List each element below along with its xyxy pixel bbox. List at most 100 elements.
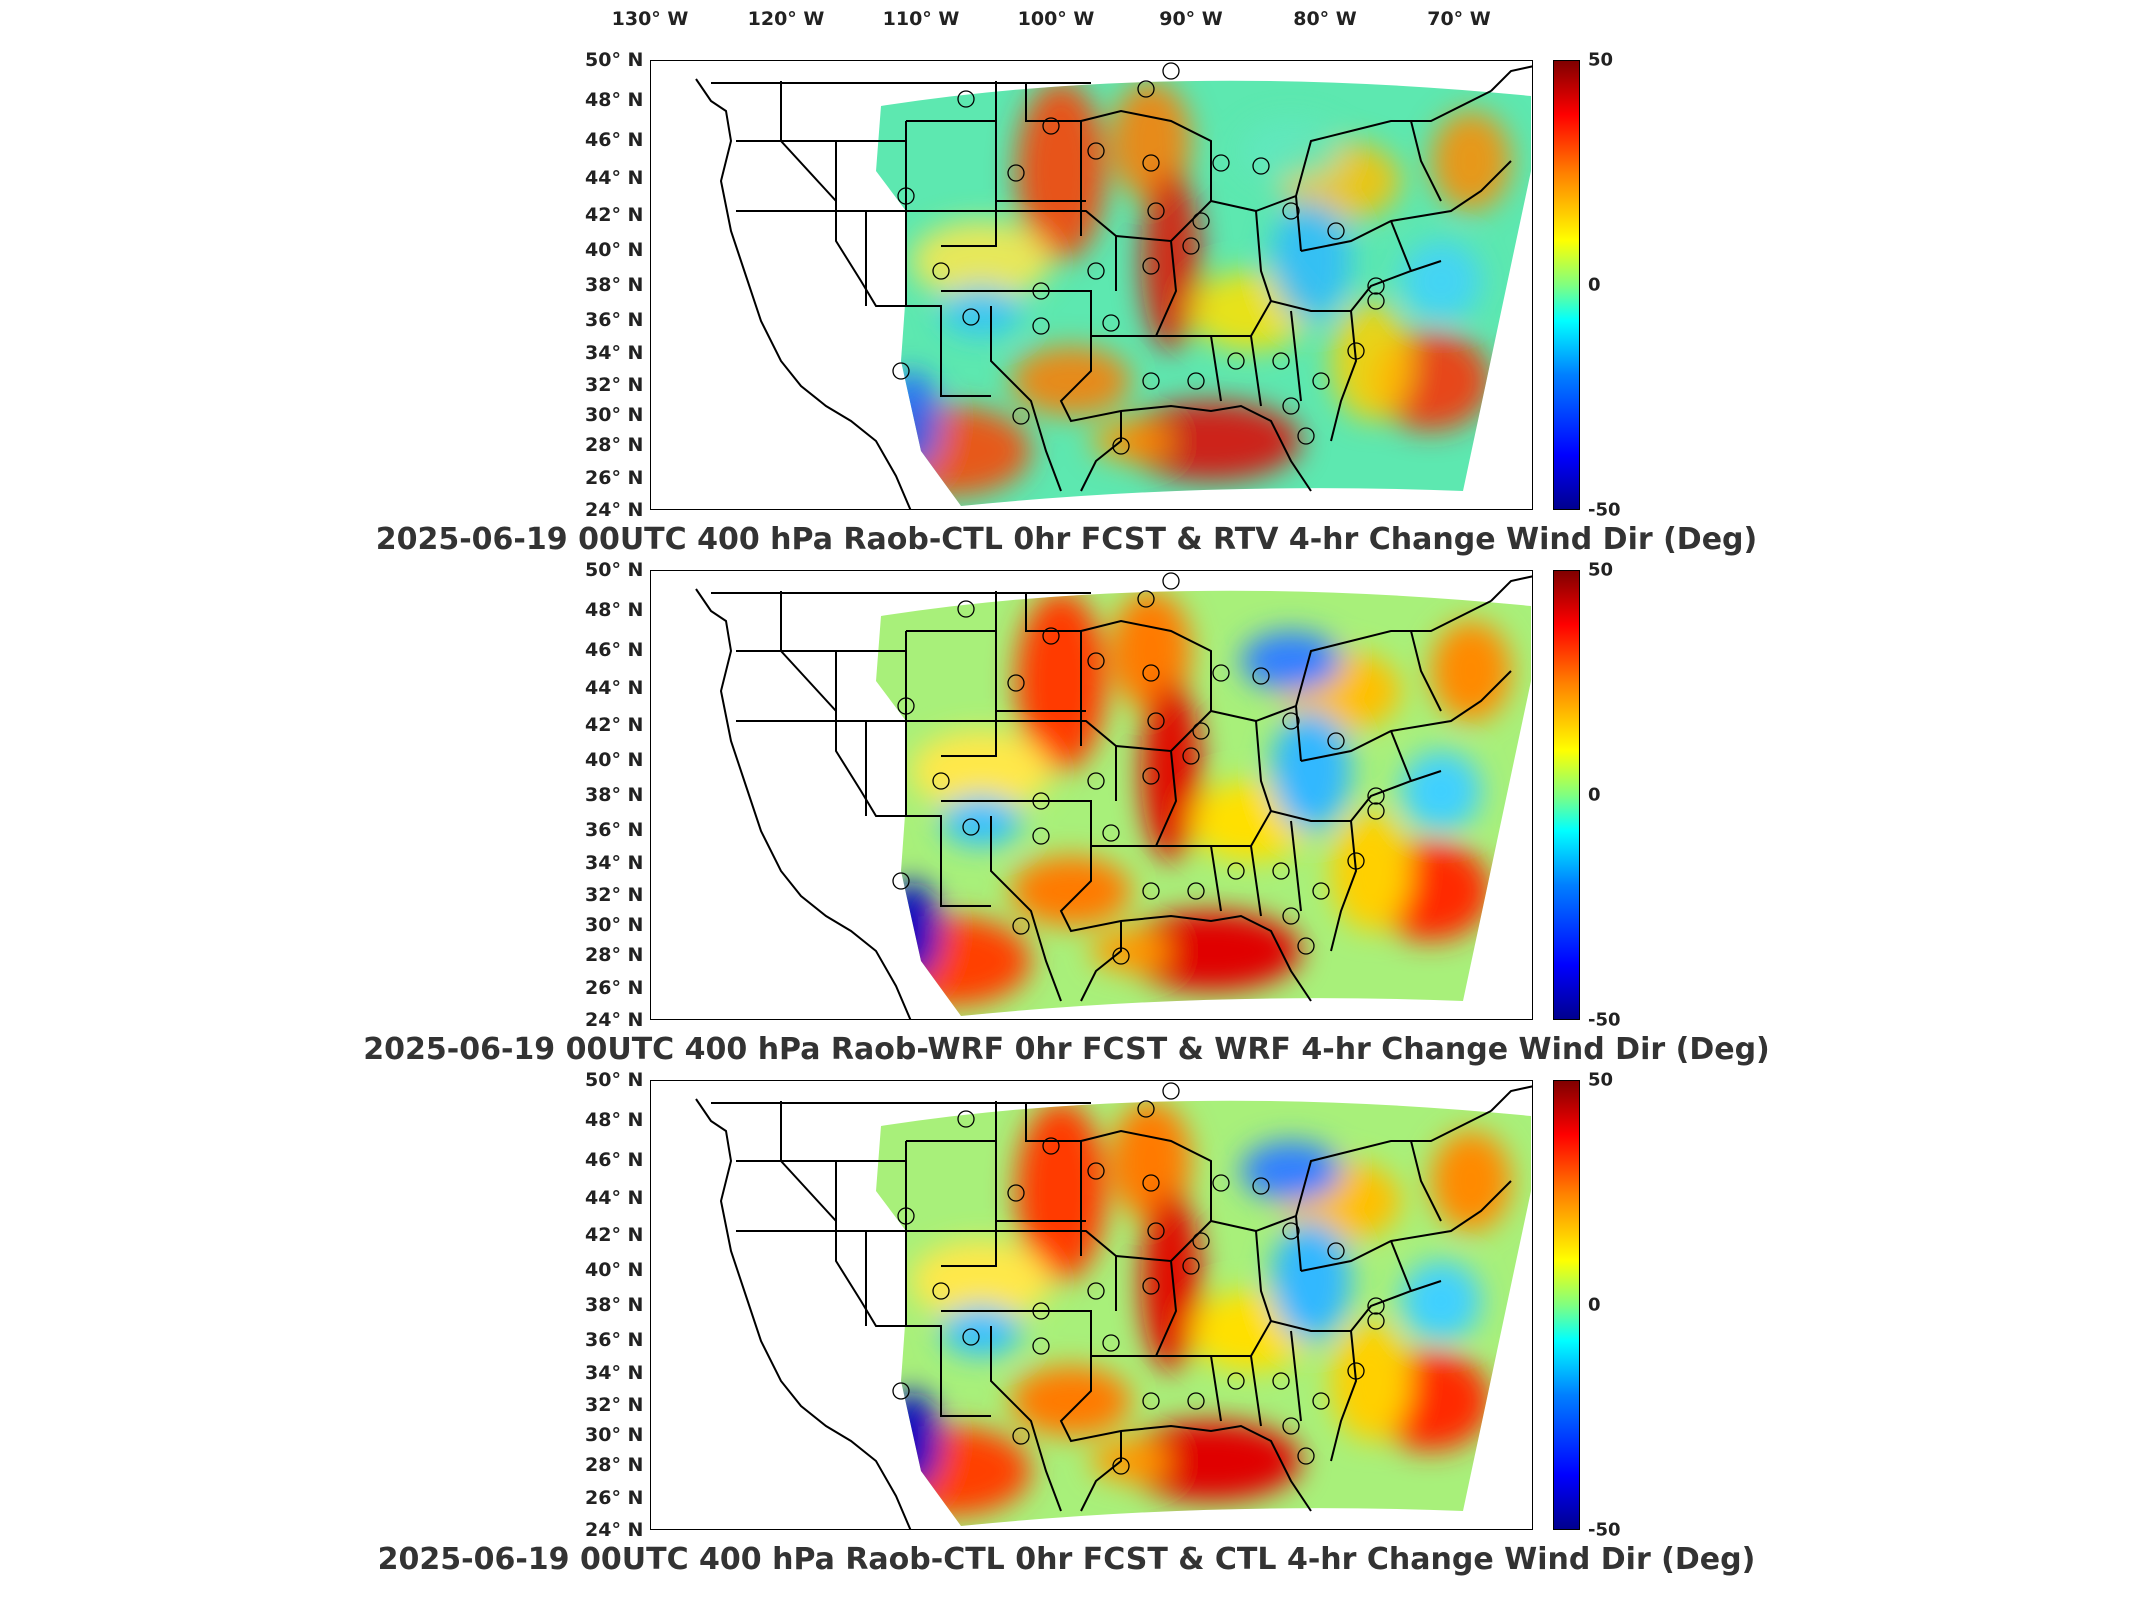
raob-station-marker <box>1282 907 1300 925</box>
raob-station-marker <box>1102 314 1120 332</box>
lat-label: 48° N <box>585 89 644 111</box>
raob-station-marker <box>897 187 915 205</box>
raob-station-marker <box>932 1282 950 1300</box>
lon-label: 70° W <box>1427 8 1491 30</box>
raob-station-marker <box>1367 1312 1385 1330</box>
raob-station-marker <box>1012 917 1030 935</box>
raob-station-marker <box>1297 1447 1315 1465</box>
raob-station-marker <box>1162 62 1180 80</box>
colorbar-tick-label: -50 <box>1588 499 1621 521</box>
lat-label: 26° N <box>585 467 644 489</box>
state-boundaries <box>695 1085 1532 1529</box>
raob-station-marker <box>1312 1392 1330 1410</box>
raob-station-marker <box>1347 1362 1365 1380</box>
raob-station-marker <box>1032 792 1050 810</box>
raob-station-marker <box>1142 664 1160 682</box>
lat-label: 46° N <box>585 1149 644 1171</box>
raob-station-marker <box>1007 674 1025 692</box>
raob-station-marker <box>1102 1334 1120 1352</box>
raob-station-marker <box>1282 397 1300 415</box>
raob-station-marker <box>1282 202 1300 220</box>
wind-change-field <box>876 590 1531 1016</box>
colorbar-tick-label: -50 <box>1588 1519 1621 1541</box>
lat-label: 32° N <box>585 1394 644 1416</box>
lat-label: 40° N <box>585 1259 644 1281</box>
lon-label: 100° W <box>1017 8 1095 30</box>
raob-station-marker <box>1367 802 1385 820</box>
raob-station-marker <box>1112 1457 1130 1475</box>
raob-station-marker <box>1252 667 1270 685</box>
raob-station-marker <box>1012 1427 1030 1445</box>
lat-label: 38° N <box>585 784 644 806</box>
raob-station-marker <box>1142 882 1160 900</box>
wind-direction-map <box>695 1082 1532 1529</box>
raob-station-marker <box>1142 257 1160 275</box>
lon-label: 80° W <box>1293 8 1357 30</box>
raob-station-marker <box>1347 852 1365 870</box>
lat-label: 28° N <box>585 944 644 966</box>
raob-station-marker <box>1367 787 1385 805</box>
lat-label: 28° N <box>585 1454 644 1476</box>
raob-station-marker <box>1252 157 1270 175</box>
raob-station-marker <box>1137 80 1155 98</box>
colorbar-tick-label: 0 <box>1588 784 1601 806</box>
lon-label: 110° W <box>882 8 960 30</box>
longitude-axis: 130° W 120° W 110° W 100° W 90° W 80° W … <box>0 8 2133 38</box>
lat-label: 26° N <box>585 1487 644 1509</box>
colorbar <box>1553 60 1580 510</box>
raob-station-marker <box>1272 862 1290 880</box>
raob-station-marker <box>962 1328 980 1346</box>
raob-station-marker <box>932 772 950 790</box>
raob-station-marker <box>1087 262 1105 280</box>
raob-station-marker <box>1042 627 1060 645</box>
raob-station-marker <box>892 872 910 890</box>
lat-label: 34° N <box>585 852 644 874</box>
raob-station-marker <box>1142 1174 1160 1192</box>
raob-station-marker <box>957 90 975 108</box>
lat-label: 44° N <box>585 167 644 189</box>
colorbar-tick-label: 50 <box>1588 1069 1614 1091</box>
raob-station-marker <box>1042 117 1060 135</box>
raob-station-marker <box>1147 1222 1165 1240</box>
raob-station-marker <box>1147 712 1165 730</box>
lat-label: 44° N <box>585 1187 644 1209</box>
raob-station-marker <box>1227 1372 1245 1390</box>
raob-station-marker <box>957 1110 975 1128</box>
panel-title: 2025-06-19 00UTC 400 hPa Raob-CTL 0hr FC… <box>375 522 1758 557</box>
raob-station-marker <box>1192 212 1210 230</box>
lat-label: 42° N <box>585 204 644 226</box>
map-frame <box>650 570 1533 1020</box>
wind-change-field <box>876 1100 1531 1526</box>
lat-label: 36° N <box>585 819 644 841</box>
lat-label: 30° N <box>585 1424 644 1446</box>
raob-station-marker <box>1252 1177 1270 1195</box>
lat-label: 46° N <box>585 129 644 151</box>
lat-label: 32° N <box>585 884 644 906</box>
map-frame <box>650 60 1533 510</box>
colorbar <box>1553 570 1580 1020</box>
raob-station-marker <box>1312 882 1330 900</box>
raob-station-marker <box>1137 590 1155 608</box>
lat-label: 32° N <box>585 374 644 396</box>
raob-station-marker <box>1227 862 1245 880</box>
raob-station-marker <box>1212 664 1230 682</box>
lat-label: 36° N <box>585 1329 644 1351</box>
raob-station-marker <box>1272 352 1290 370</box>
raob-station-marker <box>932 262 950 280</box>
raob-station-marker <box>957 600 975 618</box>
lat-label: 28° N <box>585 434 644 456</box>
lat-label: 42° N <box>585 1224 644 1246</box>
raob-station-marker <box>897 1207 915 1225</box>
raob-station-marker <box>1187 1392 1205 1410</box>
raob-station-marker <box>1272 1372 1290 1390</box>
raob-station-marker <box>962 308 980 326</box>
lon-label: 130° W <box>611 8 689 30</box>
raob-station-marker <box>1192 1232 1210 1250</box>
raob-station-marker <box>1112 947 1130 965</box>
lon-label: 120° W <box>747 8 825 30</box>
map-frame <box>650 1080 1533 1530</box>
raob-station-marker <box>1032 282 1050 300</box>
wind-direction-map <box>695 572 1532 1019</box>
raob-station-marker <box>1227 352 1245 370</box>
lat-label: 24° N <box>585 1519 644 1541</box>
